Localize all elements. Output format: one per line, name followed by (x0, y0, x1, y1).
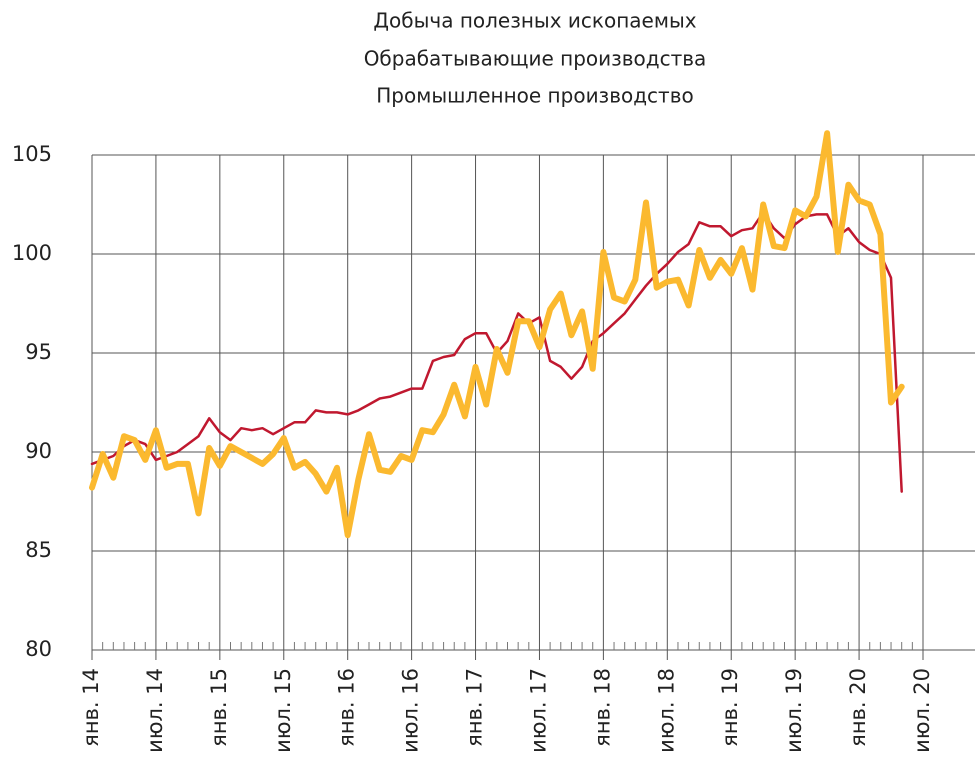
y-tick-label: 80 (25, 637, 52, 661)
y-tick-label: 90 (25, 439, 52, 463)
x-tick-label: июл. 16 (399, 668, 423, 753)
x-tick-label: июл. 20 (910, 668, 934, 753)
x-tick-label: июл. 14 (143, 668, 167, 753)
x-tick-label: июл. 17 (526, 668, 550, 753)
x-tick-label: июл. 15 (271, 668, 295, 753)
x-tick-label: янв. 14 (79, 668, 103, 747)
y-tick-label: 95 (25, 340, 52, 364)
y-tick-label: 105 (12, 142, 52, 166)
y-tick-label: 85 (25, 538, 52, 562)
x-tick-label: янв. 17 (463, 668, 487, 747)
data-line (89, 130, 905, 539)
chart-title: Добыча полезных ископаемых (373, 9, 696, 33)
x-tick-label: июл. 18 (654, 668, 678, 753)
chart-title: Обрабатывающие производства (364, 47, 707, 71)
y-tick-label: 100 (12, 241, 52, 265)
x-tick-label: янв. 16 (335, 668, 359, 747)
x-tick-label: янв. 20 (846, 668, 870, 747)
chart-title: Промышленное производство (376, 84, 693, 108)
x-tick-label: янв. 15 (207, 668, 231, 747)
x-tick-label: июл. 19 (782, 668, 806, 753)
x-tick-label: янв. 19 (718, 668, 742, 747)
x-tick-label: янв. 18 (590, 668, 614, 747)
